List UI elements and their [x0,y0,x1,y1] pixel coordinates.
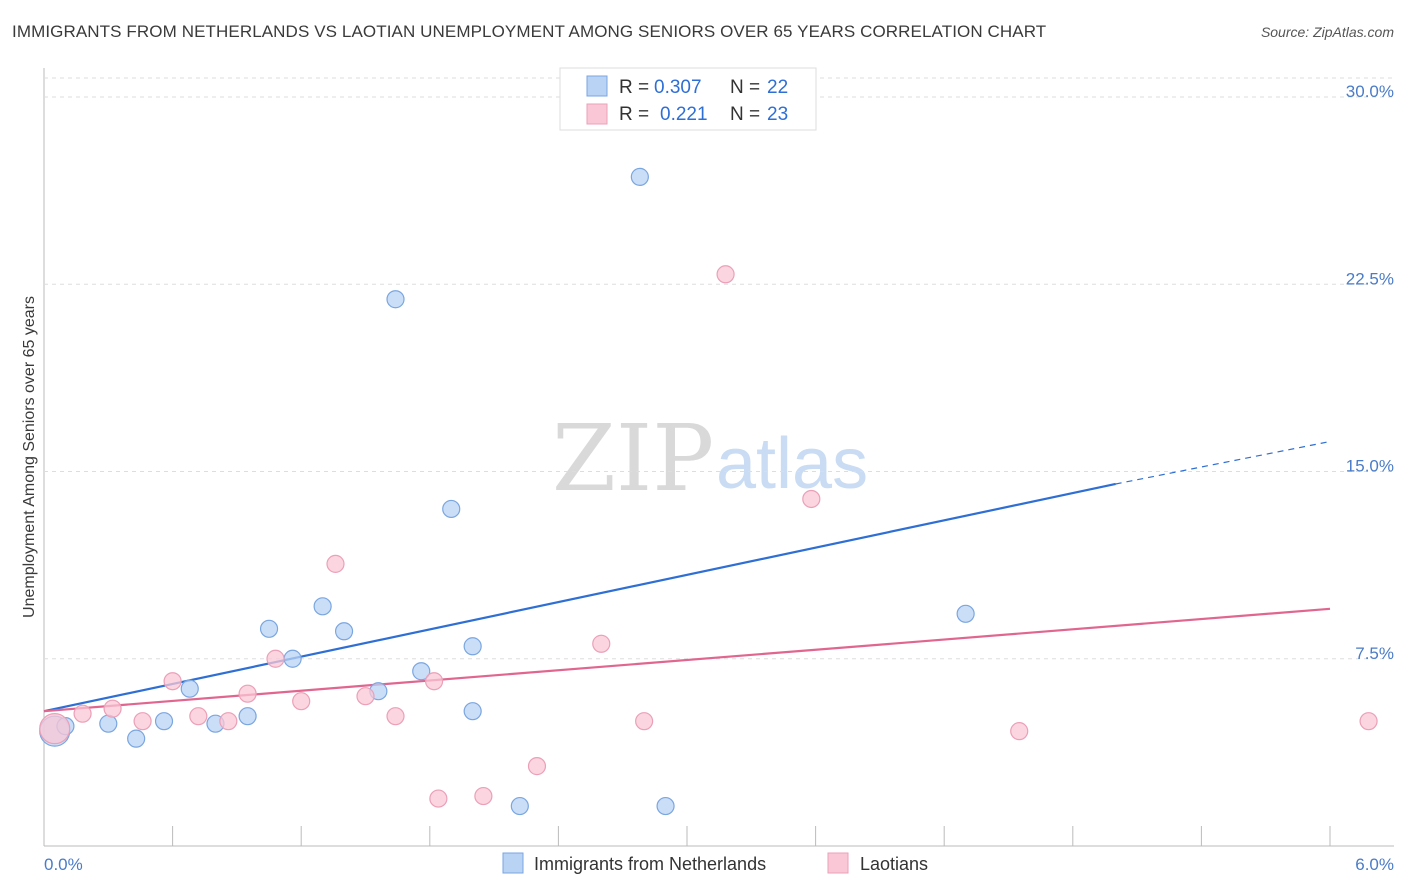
y-tick-label: 30.0% [1346,82,1394,101]
point-laotians [1010,722,1029,741]
point-laotians [103,699,122,718]
legend-r-label-2: R = [619,104,649,125]
point-netherlands [238,707,257,726]
bottom-legend-swatch-blue [502,852,524,874]
point-laotians [292,692,311,711]
legend-n-label-1: N = [730,77,760,98]
point-netherlands [442,499,461,519]
point-laotians [163,672,182,691]
point-netherlands [412,662,431,681]
point-netherlands [956,604,975,623]
point-netherlands [180,679,199,698]
trendline-laotians [43,607,1331,713]
y-tick-label: 22.5% [1346,269,1394,288]
point-laotians [219,712,238,731]
point-laotians [326,554,345,573]
watermark-atlas: atlas [716,424,868,504]
point-laotians [189,707,208,726]
point-laotians [635,712,654,731]
legend-r-label-1: R = [619,77,649,98]
legend-swatch-pink [586,103,608,125]
point-netherlands [99,714,118,733]
bottom-legend-label-netherlands: Immigrants from Netherlands [534,854,766,874]
bottom-legend: Immigrants from Netherlands Laotians [502,852,928,874]
point-laotians [39,713,71,745]
legend-r-value-1: 0.307 [654,77,702,98]
point-netherlands [463,702,482,721]
point-netherlands [510,796,529,816]
point-laotians [73,704,92,723]
legend-box: R = 0.307 N = 22 R = 0.221 N = 23 [559,67,817,131]
legend-n-label-2: N = [730,104,760,125]
point-laotians [1359,712,1378,731]
point-laotians [133,712,152,731]
trendline-netherlands-extension [1115,440,1331,485]
chart-title: IMMIGRANTS FROM NETHERLANDS VS LAOTIAN U… [12,22,1047,41]
x-tick-label-min: 0.0% [44,855,83,874]
point-laotians [429,789,448,808]
source-credit: Source: ZipAtlas.com [1260,24,1394,40]
point-laotians [266,649,285,668]
legend-n-value-1: 22 [767,77,788,98]
watermark-zip: ZIP [552,405,714,512]
point-netherlands [154,712,174,731]
point-laotians [424,672,444,691]
trendline-netherlands [43,482,1116,713]
point-netherlands [463,637,482,656]
point-netherlands [283,649,302,668]
point-laotians [716,265,735,284]
point-laotians [592,634,611,653]
y-axis-label: Unemployment Among Seniors over 65 years [21,296,38,618]
bottom-legend-label-laotians: Laotians [860,854,928,874]
point-netherlands [630,167,649,186]
point-laotians [527,757,547,776]
point-netherlands [386,290,405,309]
legend-n-value-2: 23 [767,104,788,125]
y-tick-label: 7.5% [1355,644,1394,663]
x-tick-label-max: 6.0% [1355,855,1394,874]
legend-swatch-blue [586,75,608,97]
point-laotians [802,489,821,509]
point-netherlands [656,796,675,816]
point-laotians [238,684,257,703]
point-netherlands [259,619,279,638]
point-netherlands [127,729,146,748]
bottom-legend-swatch-pink [827,852,849,874]
point-netherlands [334,622,354,641]
y-tick-label: 15.0% [1346,457,1394,476]
point-laotians [356,687,375,706]
legend-r-value-2: 0.221 [660,104,708,125]
point-netherlands [313,597,332,616]
point-laotians [474,786,493,806]
point-laotians [386,707,405,726]
